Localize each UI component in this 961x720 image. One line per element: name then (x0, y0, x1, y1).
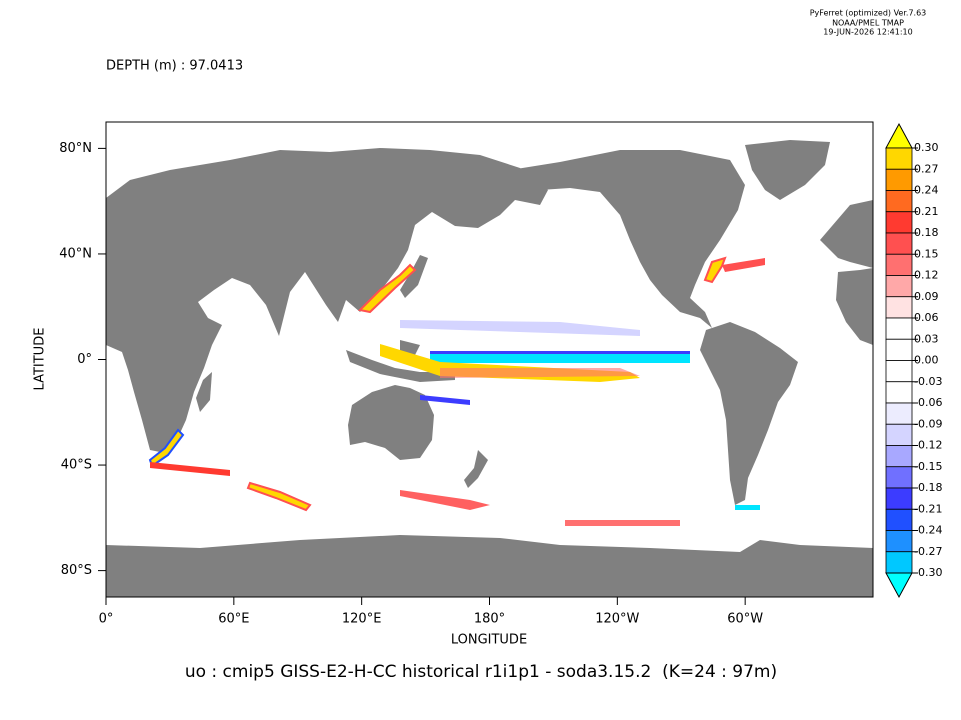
x-tick-label: 120°W (595, 612, 639, 627)
colorbar-label: 0.06 (914, 311, 939, 324)
feature-acc-1 (150, 462, 230, 476)
land-north-america (510, 150, 745, 328)
colorbar-box (885, 317, 913, 340)
colorbar-label: -0.27 (914, 545, 942, 558)
y-tick-label: 40°N (59, 246, 92, 261)
x-axis-label: LONGITUDE (451, 633, 527, 648)
colorbar-label: 0.18 (914, 226, 939, 239)
colorbar-label: -0.21 (914, 502, 942, 515)
colorbar-label: 0.03 (914, 332, 939, 345)
y-tick-label: 40°S (61, 458, 92, 473)
colorbar-box (885, 508, 913, 531)
header-org: NOAA/PMEL TMAP (832, 19, 904, 28)
colorbar-box (885, 445, 913, 468)
colorbar-label: -0.18 (914, 481, 942, 494)
y-axis-label: LATITUDE (33, 328, 48, 391)
colorbar-box (885, 190, 913, 213)
colorbar-box (885, 530, 913, 553)
land-new-zealand (464, 450, 488, 488)
colorbar-box (885, 487, 913, 510)
feature-acc-3 (400, 490, 490, 510)
map-area (105, 121, 874, 598)
land-europe-east (820, 200, 873, 268)
caption: uo : cmip5 GISS-E2-H-CC historical r1i1p… (185, 662, 777, 682)
feature-undercurrent-edge (440, 368, 640, 378)
x-tick-label: 120°E (342, 612, 382, 627)
land-africa-west (836, 268, 873, 345)
depth-label: DEPTH (m) : 97.0413 (106, 59, 243, 74)
y-tick-label: 0° (77, 352, 92, 367)
header-program: PyFerret (optimized) Ver.7.63 (810, 9, 927, 18)
colorbar-box (885, 466, 913, 489)
feature-gulf-extension (722, 258, 765, 272)
y-tick-label: 80°S (61, 563, 92, 578)
colorbar-label: -0.06 (914, 396, 942, 409)
colorbar-label: 0.15 (914, 247, 939, 260)
land-japan (400, 255, 428, 298)
feature-kuroshio (357, 263, 417, 314)
colorbar-over (885, 122, 913, 149)
feature-gulf-stream (703, 256, 727, 284)
colorbar-box (885, 147, 913, 170)
land-australia (348, 385, 434, 460)
colorbar-box (885, 338, 913, 361)
colorbar-label: 0.30 (914, 141, 939, 154)
colorbar-label: 0.27 (914, 162, 939, 175)
colorbar-box (885, 296, 913, 319)
header-timestamp: 19-JUN-2026 12:41:10 (823, 28, 912, 37)
axes: 0° 60°E 120°E 180° 120°W 60°W 80°N 40°N 0° 40°S 80… (59, 141, 763, 627)
colorbar-label: -0.09 (914, 417, 942, 430)
colorbar-box (885, 168, 913, 191)
x-tick-label: 60°E (218, 612, 249, 627)
x-tick-label: 0° (99, 612, 114, 627)
colorbar-box (885, 402, 913, 425)
colorbar-label: 0.12 (914, 269, 939, 282)
feature-acc-2 (246, 481, 312, 512)
colorbar-under (885, 572, 913, 599)
x-tick-label: 60°W (727, 612, 763, 627)
land-antarctica (106, 535, 873, 597)
colorbar-box (885, 275, 913, 298)
colorbar-label: -0.03 (914, 375, 942, 388)
colorbar-box (885, 253, 913, 276)
feature-equatorial-edge (430, 351, 690, 354)
feature-north-counter (400, 320, 640, 336)
y-tick-label: 80°N (59, 141, 92, 156)
colorbar-box (885, 551, 913, 574)
x-tick-label: 180° (474, 612, 505, 627)
land-madagascar (196, 372, 212, 412)
land-greenland (745, 140, 830, 200)
colorbar-label: -0.15 (914, 460, 942, 473)
feature-equatorial (430, 354, 690, 363)
colorbar-label: 0.00 (914, 354, 939, 367)
land-south-america (700, 322, 798, 505)
colorbar-label: 0.24 (914, 184, 939, 197)
land-eurasia-africa (106, 148, 548, 452)
colorbar-box (885, 381, 913, 404)
colorbar-box (885, 211, 913, 234)
colorbar-label: 0.09 (914, 290, 939, 303)
feature-south-equatorial (420, 395, 470, 405)
colorbar-label: -0.30 (914, 566, 942, 579)
feature-acc-4 (565, 520, 680, 526)
current-features (148, 256, 765, 526)
feature-malvinas (735, 505, 760, 510)
colorbar-label: -0.24 (914, 524, 942, 537)
colorbar-label: -0.12 (914, 439, 942, 452)
colorbar: 0.30 0.27 0.24 0.21 0.18 0.15 0.12 0.09 0.06 0.03… (885, 122, 942, 599)
colorbar-box (885, 360, 913, 383)
colorbar-box (885, 423, 913, 446)
colorbar-label: 0.21 (914, 205, 939, 218)
colorbar-box (885, 232, 913, 255)
